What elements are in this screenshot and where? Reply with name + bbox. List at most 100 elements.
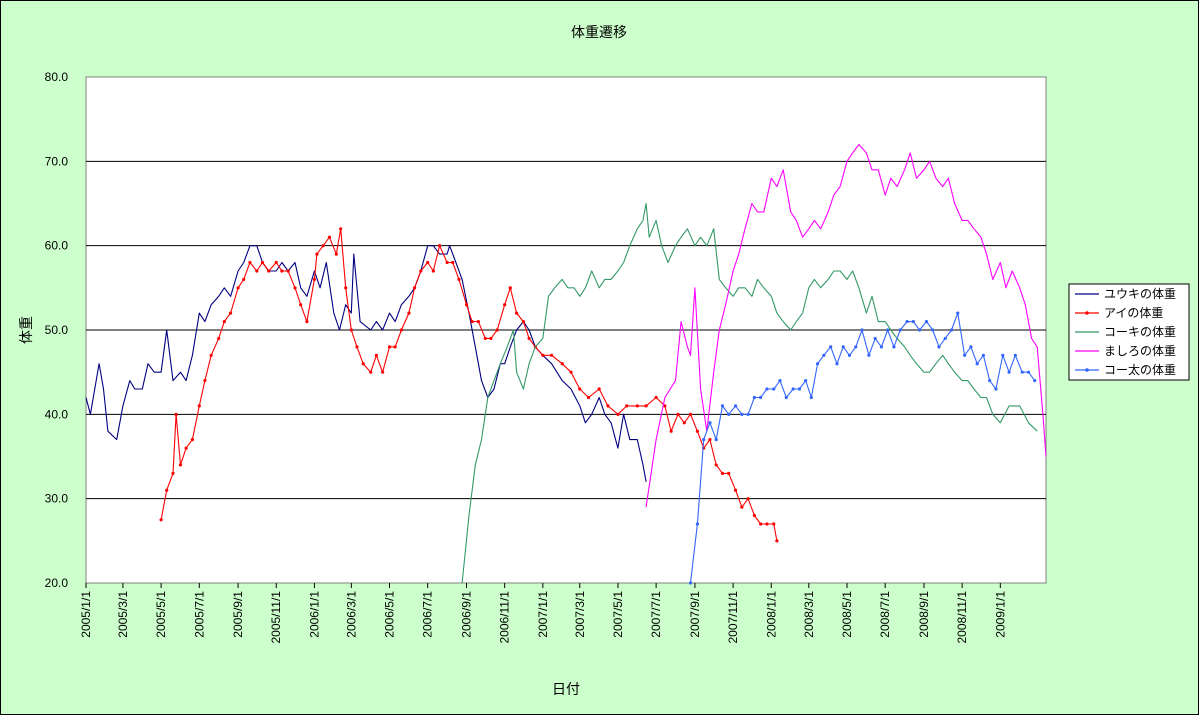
data-point: [765, 387, 769, 391]
data-point: [963, 353, 967, 357]
data-point: [860, 328, 864, 332]
data-point: [267, 269, 271, 273]
x-tick-label: 2008/3/1: [802, 591, 816, 638]
x-axis-label: 日付: [552, 681, 580, 697]
data-point: [470, 319, 474, 324]
data-point: [752, 395, 756, 400]
y-axis-ticks: 20.0 30.0 40.0 50.0 60.0 70.0 80.0: [45, 70, 69, 590]
data-point: [654, 395, 658, 400]
data-point: [483, 336, 487, 341]
x-tick-label: 2005/3/1: [116, 591, 130, 638]
data-point: [676, 412, 680, 416]
data-point: [669, 429, 673, 433]
data-point: [911, 319, 915, 324]
data-point: [184, 446, 188, 450]
data-point: [727, 412, 731, 416]
data-point: [489, 336, 493, 341]
data-point: [312, 277, 317, 281]
data-point: [784, 395, 788, 400]
data-point: [280, 269, 284, 273]
data-point: [720, 471, 725, 475]
data-point: [1020, 370, 1024, 374]
x-tick-label: 2006/9/1: [459, 591, 473, 638]
data-point: [578, 387, 582, 391]
data-point: [937, 345, 941, 349]
y-tick-label: 40.0: [45, 407, 69, 421]
data-point: [791, 387, 795, 391]
data-point: [550, 353, 554, 357]
data-point: [752, 513, 756, 518]
data-point: [847, 353, 852, 357]
data-point: [597, 387, 601, 391]
data-point: [778, 379, 782, 383]
series-3: [645, 143, 1047, 508]
data-point: [274, 260, 278, 265]
data-point: [321, 244, 325, 248]
data-point: [682, 421, 686, 425]
x-tick-label: 2008/5/1: [840, 591, 854, 638]
data-point: [190, 438, 194, 442]
data-point: [606, 404, 610, 408]
data-point: [374, 353, 378, 357]
series-2: [461, 202, 1038, 584]
series-line: [645, 143, 1047, 508]
y-tick-label: 80.0: [45, 70, 69, 84]
data-point: [688, 581, 693, 585]
series-line: [160, 228, 778, 541]
series-0: [85, 245, 647, 482]
data-point: [426, 260, 430, 265]
legend-label: アイの体重: [1104, 306, 1163, 320]
data-point: [174, 412, 178, 416]
y-tick-label: 20.0: [45, 576, 69, 590]
data-point: [949, 328, 954, 332]
data-point: [165, 488, 169, 492]
data-point: [255, 269, 259, 273]
data-point: [1026, 370, 1031, 374]
data-point: [514, 311, 519, 315]
data-point: [541, 353, 545, 357]
series-line: [461, 202, 1038, 584]
data-point: [644, 404, 648, 408]
data-point: [625, 404, 629, 408]
data-point: [209, 353, 213, 357]
data-point: [727, 471, 731, 475]
data-point: [988, 379, 992, 383]
data-point: [159, 518, 163, 522]
data-point: [695, 429, 700, 433]
data-point: [835, 362, 839, 366]
data-point: [521, 319, 526, 324]
data-point: [740, 412, 744, 416]
data-point: [381, 370, 385, 374]
data-point: [334, 252, 338, 256]
x-tick-label: 2008/9/1: [917, 591, 931, 638]
data-point: [759, 522, 763, 526]
data-point: [775, 539, 779, 543]
data-point: [943, 336, 947, 341]
data-point: [981, 353, 986, 357]
data-point: [740, 505, 744, 509]
legend-marker: [1085, 368, 1089, 372]
data-point: [873, 336, 877, 341]
data-point: [339, 227, 343, 231]
data-point: [393, 345, 397, 349]
gridlines: [86, 160, 1046, 500]
data-point: [815, 362, 820, 366]
data-point: [299, 303, 303, 307]
data-point: [1007, 370, 1011, 374]
x-tick-label: 2007/11/1: [726, 591, 740, 644]
data-point: [344, 286, 348, 290]
data-point: [569, 370, 573, 374]
data-point: [829, 345, 833, 349]
data-point: [327, 235, 332, 239]
y-tick-label: 70.0: [45, 154, 69, 168]
data-point: [746, 412, 750, 416]
data-point: [178, 463, 183, 467]
data-point: [1033, 379, 1037, 383]
data-point: [236, 286, 240, 290]
data-point: [503, 303, 507, 307]
x-tick-label: 2006/11/1: [498, 591, 512, 644]
data-point: [886, 328, 890, 332]
data-point: [804, 379, 808, 383]
